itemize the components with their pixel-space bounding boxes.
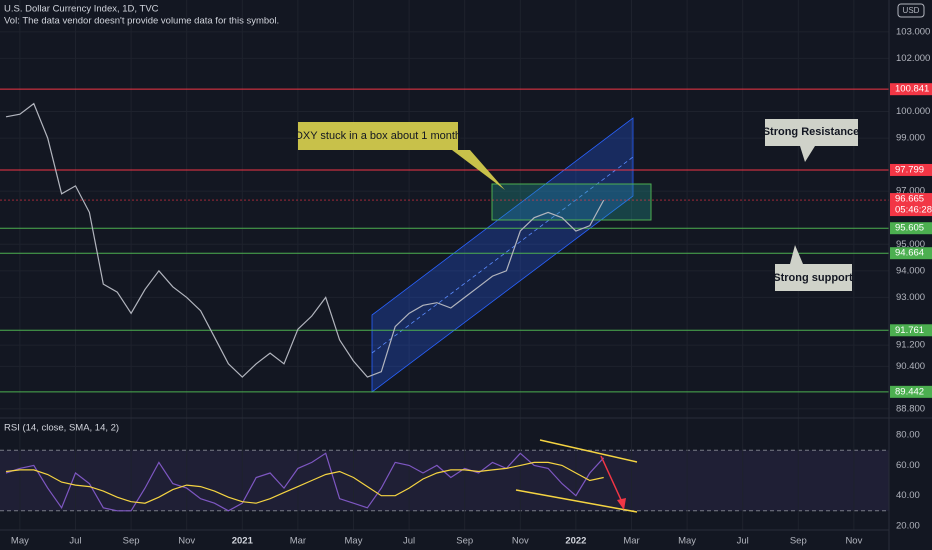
level-label-bg bbox=[890, 222, 932, 235]
currency-badge[interactable] bbox=[897, 3, 925, 18]
last-price: 96.665 bbox=[895, 194, 924, 205]
annotation: Strong support bbox=[773, 272, 853, 284]
level-label-bg bbox=[890, 83, 932, 96]
grid bbox=[0, 0, 889, 530]
x-tick-label: May bbox=[678, 536, 696, 547]
x-tick-label: Mar bbox=[290, 536, 306, 547]
y-tick-label: 97.000 bbox=[896, 186, 925, 197]
channel-mid bbox=[371, 156, 634, 354]
x-tick-label: May bbox=[345, 536, 363, 547]
annotation: DXY stuck in a box about 1 month bbox=[295, 130, 461, 142]
last-price-bg bbox=[890, 193, 932, 217]
x-tick-label: Sep bbox=[790, 536, 807, 547]
rsi-band bbox=[0, 450, 889, 511]
chart-subtitle: Vol: The data vendor doesn't provide vol… bbox=[4, 16, 279, 27]
x-tick-label: Nov bbox=[512, 536, 529, 547]
arrow bbox=[600, 455, 623, 503]
chart-title: U.S. Dollar Currency Index, 1D, TVC bbox=[4, 4, 159, 15]
x-tick-label: Nov bbox=[845, 536, 862, 547]
level-label-bg bbox=[890, 247, 932, 260]
y-tick-label: 95.000 bbox=[896, 239, 925, 250]
x-tick-label: 2022 bbox=[565, 536, 586, 547]
x-tick-label: Jul bbox=[69, 536, 81, 547]
range-box bbox=[491, 183, 652, 221]
level-label-bg bbox=[890, 385, 932, 398]
x-tick-label: Sep bbox=[456, 536, 473, 547]
timer: 05:46:28 bbox=[895, 205, 932, 216]
trend-line bbox=[515, 489, 638, 513]
callout bbox=[298, 122, 505, 190]
y-tick-label: 102.000 bbox=[896, 53, 930, 64]
y-tick-label: 103.000 bbox=[896, 26, 930, 37]
y-tick-label: 60.00 bbox=[896, 460, 920, 471]
x-tick-label: 2021 bbox=[232, 536, 254, 547]
level-label: 94.664 bbox=[895, 248, 924, 259]
level-label: 91.761 bbox=[895, 325, 924, 336]
axes: 103.000102.000100.00099.00097.00095.0009… bbox=[11, 26, 932, 547]
x-tick-label: Jul bbox=[403, 536, 415, 547]
y-tick-label: 93.000 bbox=[896, 292, 925, 303]
rsi-title: RSI (14, close, SMA, 14, 2) bbox=[4, 423, 119, 434]
level-label: 89.442 bbox=[895, 386, 924, 397]
y-tick-label: 80.00 bbox=[896, 430, 920, 441]
trend-line bbox=[539, 439, 638, 463]
y-tick-label: 91.200 bbox=[896, 340, 925, 351]
y-tick-label: 40.00 bbox=[896, 490, 920, 501]
x-tick-label: Sep bbox=[123, 536, 140, 547]
series-line bbox=[5, 102, 605, 378]
x-tick-label: Mar bbox=[623, 536, 639, 547]
currency[interactable]: USD bbox=[903, 6, 920, 15]
level-label-bg bbox=[890, 163, 932, 176]
level-label: 95.605 bbox=[895, 223, 924, 234]
y-tick-label: 20.00 bbox=[896, 520, 920, 531]
series-line bbox=[5, 461, 604, 504]
x-tick-label: Jul bbox=[737, 536, 749, 547]
callout bbox=[765, 119, 858, 162]
y-tick-label: 100.000 bbox=[896, 106, 930, 117]
callout bbox=[775, 245, 852, 291]
annotation: Strong Resistance bbox=[763, 126, 860, 138]
y-tick-label: 94.000 bbox=[896, 265, 925, 276]
series-line bbox=[5, 452, 605, 512]
y-tick-label: 90.400 bbox=[896, 361, 925, 372]
level-label: 100.841 bbox=[895, 84, 929, 95]
arrow-head bbox=[617, 498, 626, 510]
x-tick-label: May bbox=[11, 536, 29, 547]
plot bbox=[0, 88, 889, 512]
level-label: 97.799 bbox=[895, 164, 924, 175]
x-tick-label: Nov bbox=[178, 536, 195, 547]
y-tick-label: 99.000 bbox=[896, 133, 925, 144]
level-label-bg bbox=[890, 324, 932, 337]
y-tick-label: 88.800 bbox=[896, 403, 925, 414]
